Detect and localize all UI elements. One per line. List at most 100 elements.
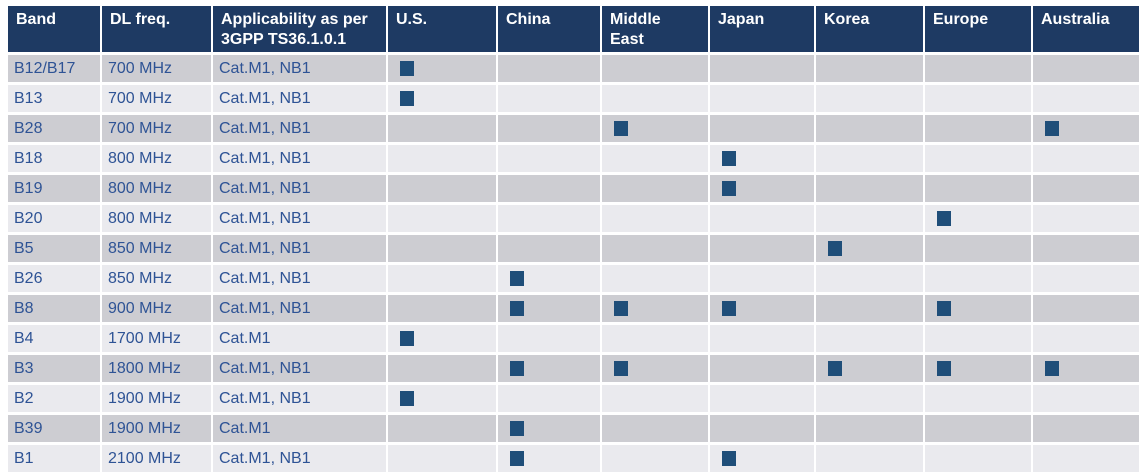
band-cell: B3 xyxy=(8,355,100,382)
region-cell-china xyxy=(498,85,600,112)
table-row: B28 700 MHz Cat.M1, NB1 xyxy=(8,115,1139,142)
region-cell-europe xyxy=(925,385,1031,412)
region-cell-australia xyxy=(1033,145,1139,172)
band-cell: B12/B17 xyxy=(8,55,100,82)
band-cell: B18 xyxy=(8,145,100,172)
region-cell-europe xyxy=(925,205,1031,232)
region-cell-europe xyxy=(925,85,1031,112)
dl-freq-cell: 850 MHz xyxy=(102,235,211,262)
region-cell-china xyxy=(498,265,600,292)
applicability-cell: Cat.M1, NB1 xyxy=(213,175,386,202)
region-cell-japan xyxy=(710,145,814,172)
band-cell: B1 xyxy=(8,445,100,472)
region-cell-middle-east xyxy=(602,145,708,172)
table-row: B8 900 MHz Cat.M1, NB1 xyxy=(8,295,1139,322)
applicability-cell: Cat.M1, NB1 xyxy=(213,55,386,82)
region-cell-middle-east xyxy=(602,415,708,442)
applicability-cell: Cat.M1 xyxy=(213,415,386,442)
region-cell-japan xyxy=(710,85,814,112)
applicability-marker-icon xyxy=(1045,361,1059,376)
table-row: B18 800 MHz Cat.M1, NB1 xyxy=(8,145,1139,172)
applicability-marker-icon xyxy=(510,361,524,376)
applicability-cell: Cat.M1, NB1 xyxy=(213,355,386,382)
applicability-marker-icon xyxy=(937,361,951,376)
band-cell: B4 xyxy=(8,325,100,352)
dl-freq-cell: 700 MHz xyxy=(102,85,211,112)
band-cell: B19 xyxy=(8,175,100,202)
region-cell-china xyxy=(498,235,600,262)
applicability-marker-icon xyxy=(400,331,414,346)
band-cell: B8 xyxy=(8,295,100,322)
region-cell-japan xyxy=(710,175,814,202)
region-cell-china xyxy=(498,445,600,472)
applicability-marker-icon xyxy=(1045,121,1059,136)
region-cell-middle-east xyxy=(602,295,708,322)
region-cell-europe xyxy=(925,355,1031,382)
region-cell-china xyxy=(498,145,600,172)
dl-freq-cell: 700 MHz xyxy=(102,115,211,142)
band-cell: B2 xyxy=(8,385,100,412)
applicability-marker-icon xyxy=(400,391,414,406)
applicability-cell: Cat.M1, NB1 xyxy=(213,205,386,232)
column-header-label: Band xyxy=(16,11,56,28)
column-header-us: U.S. xyxy=(388,6,496,52)
band-cell: B28 xyxy=(8,115,100,142)
region-cell-korea xyxy=(816,235,923,262)
region-cell-australia xyxy=(1033,85,1139,112)
region-cell-japan xyxy=(710,205,814,232)
region-cell-europe xyxy=(925,265,1031,292)
region-cell-us xyxy=(388,205,496,232)
band-cell: B39 xyxy=(8,415,100,442)
region-cell-korea xyxy=(816,115,923,142)
region-cell-australia xyxy=(1033,445,1139,472)
region-cell-middle-east xyxy=(602,175,708,202)
dl-freq-cell: 800 MHz xyxy=(102,145,211,172)
dl-freq-cell: 700 MHz xyxy=(102,55,211,82)
applicability-cell: Cat.M1, NB1 xyxy=(213,145,386,172)
region-cell-europe xyxy=(925,145,1031,172)
region-cell-china xyxy=(498,205,600,232)
region-cell-korea xyxy=(816,205,923,232)
band-cell: B5 xyxy=(8,235,100,262)
region-cell-australia xyxy=(1033,355,1139,382)
region-cell-europe xyxy=(925,175,1031,202)
column-header-band: Band xyxy=(8,6,100,52)
column-header-australia: Australia xyxy=(1033,6,1139,52)
table-row: B13 700 MHz Cat.M1, NB1 xyxy=(8,85,1139,112)
column-header-label: Applicability as per 3GPP TS36.1.0.1 xyxy=(221,11,368,49)
applicability-marker-icon xyxy=(510,421,524,436)
table-row: B39 1900 MHz Cat.M1 xyxy=(8,415,1139,442)
dl-freq-cell: 2100 MHz xyxy=(102,445,211,472)
region-cell-korea xyxy=(816,355,923,382)
region-cell-europe xyxy=(925,235,1031,262)
region-cell-europe xyxy=(925,115,1031,142)
applicability-cell: Cat.M1 xyxy=(213,325,386,352)
table-row: B19 800 MHz Cat.M1, NB1 xyxy=(8,175,1139,202)
region-cell-korea xyxy=(816,295,923,322)
column-header-china: China xyxy=(498,6,600,52)
region-cell-australia xyxy=(1033,325,1139,352)
table-row: B1 2100 MHz Cat.M1, NB1 xyxy=(8,445,1139,472)
column-header-label: Korea xyxy=(824,11,870,28)
region-cell-china xyxy=(498,385,600,412)
applicability-marker-icon xyxy=(400,91,414,106)
region-cell-australia xyxy=(1033,175,1139,202)
region-cell-korea xyxy=(816,325,923,352)
applicability-marker-icon xyxy=(400,61,414,76)
applicability-marker-icon xyxy=(722,301,736,316)
dl-freq-cell: 850 MHz xyxy=(102,265,211,292)
table-row: B20 800 MHz Cat.M1, NB1 xyxy=(8,205,1139,232)
region-cell-china xyxy=(498,115,600,142)
region-cell-us xyxy=(388,85,496,112)
region-cell-japan xyxy=(710,325,814,352)
applicability-marker-icon xyxy=(722,451,736,466)
region-cell-australia xyxy=(1033,235,1139,262)
region-cell-europe xyxy=(925,295,1031,322)
region-cell-japan xyxy=(710,55,814,82)
applicability-marker-icon xyxy=(614,301,628,316)
applicability-cell: Cat.M1, NB1 xyxy=(213,85,386,112)
column-header-korea: Korea xyxy=(816,6,923,52)
region-cell-japan xyxy=(710,445,814,472)
applicability-marker-icon xyxy=(937,301,951,316)
column-header-label: Middle East xyxy=(610,11,661,49)
